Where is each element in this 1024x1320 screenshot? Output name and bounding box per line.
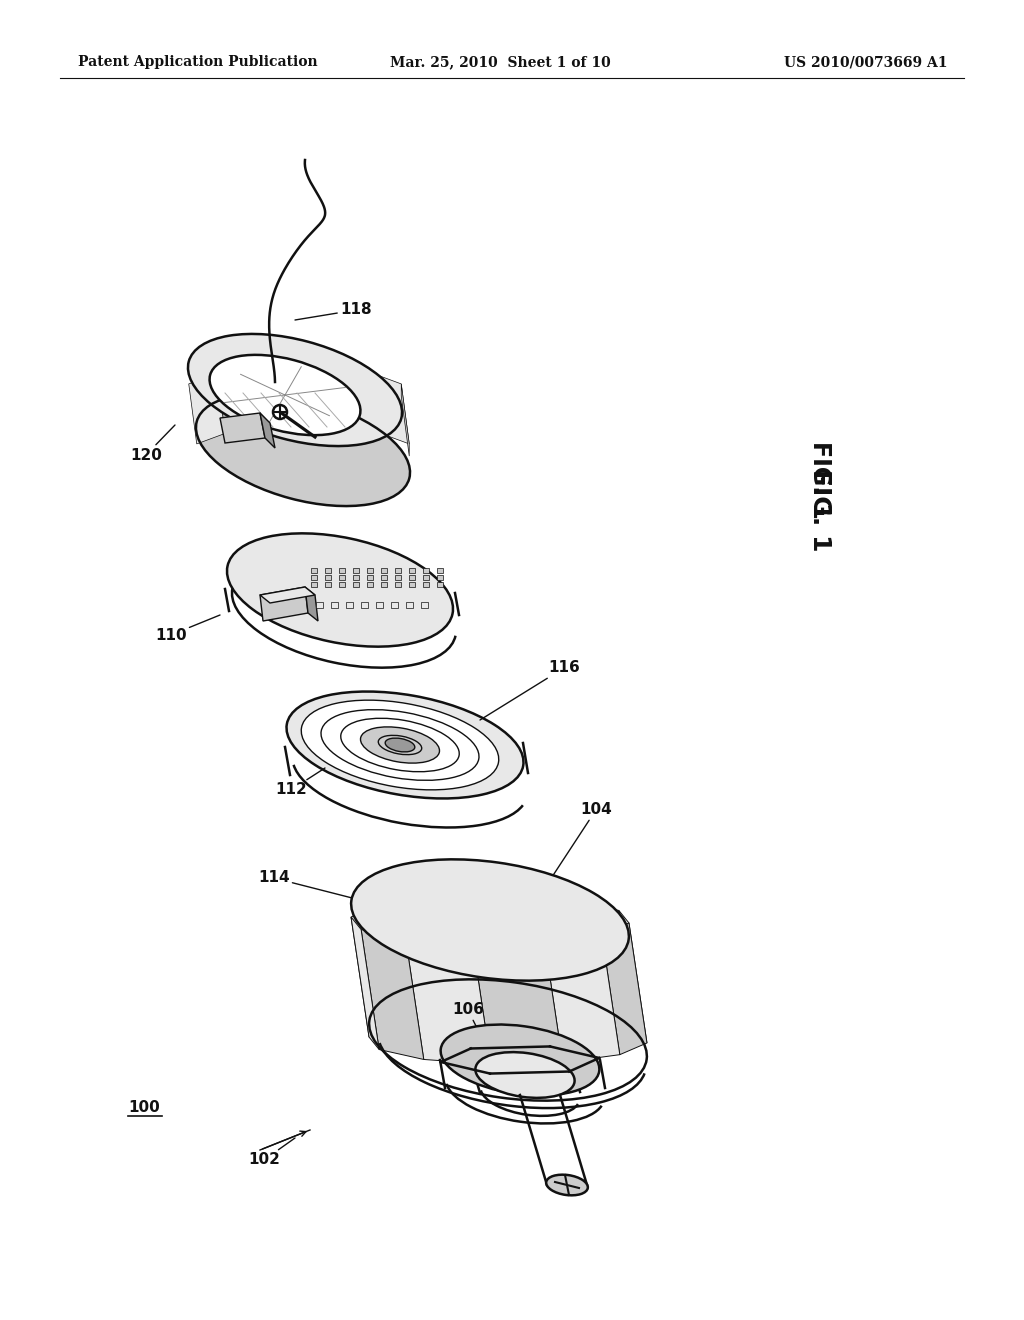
- Bar: [409, 576, 415, 579]
- Bar: [437, 568, 443, 573]
- Bar: [395, 568, 401, 573]
- Text: US 2010/0073669 A1: US 2010/0073669 A1: [784, 55, 948, 69]
- Bar: [325, 576, 331, 579]
- Bar: [437, 582, 443, 587]
- Bar: [311, 576, 317, 579]
- Polygon shape: [188, 374, 225, 444]
- Polygon shape: [220, 413, 265, 444]
- Bar: [381, 582, 387, 587]
- Polygon shape: [435, 896, 525, 1018]
- Bar: [346, 602, 353, 609]
- Text: 110: 110: [155, 615, 220, 643]
- Polygon shape: [260, 587, 315, 603]
- Text: FIG. 1: FIG. 1: [808, 441, 831, 519]
- Bar: [361, 602, 368, 609]
- Bar: [423, 568, 429, 573]
- Ellipse shape: [378, 735, 422, 755]
- Bar: [421, 602, 428, 609]
- Polygon shape: [401, 384, 410, 457]
- Bar: [311, 582, 317, 587]
- Text: 112: 112: [275, 768, 325, 797]
- Text: 114: 114: [258, 870, 360, 900]
- Bar: [339, 576, 345, 579]
- Text: 120: 120: [130, 425, 175, 462]
- Polygon shape: [545, 935, 620, 1063]
- Ellipse shape: [273, 405, 287, 418]
- Polygon shape: [507, 896, 592, 1020]
- Ellipse shape: [287, 692, 523, 799]
- Polygon shape: [351, 906, 396, 1038]
- Text: 106: 106: [452, 1002, 484, 1030]
- Ellipse shape: [210, 355, 360, 436]
- Bar: [437, 576, 443, 579]
- Bar: [376, 602, 383, 609]
- Polygon shape: [473, 942, 563, 1064]
- Polygon shape: [260, 413, 275, 447]
- Bar: [391, 602, 398, 609]
- Bar: [325, 582, 331, 587]
- Bar: [409, 568, 415, 573]
- Ellipse shape: [196, 393, 410, 506]
- Polygon shape: [305, 587, 318, 620]
- Bar: [423, 576, 429, 579]
- Bar: [367, 568, 373, 573]
- Bar: [367, 582, 373, 587]
- Bar: [406, 602, 413, 609]
- Polygon shape: [602, 923, 647, 1055]
- Bar: [353, 568, 359, 573]
- Ellipse shape: [341, 718, 459, 772]
- Text: 102: 102: [248, 1138, 295, 1167]
- Ellipse shape: [360, 727, 439, 763]
- Bar: [331, 602, 338, 609]
- Bar: [381, 568, 387, 573]
- Bar: [409, 582, 415, 587]
- Bar: [339, 582, 345, 587]
- Polygon shape: [260, 587, 308, 620]
- Text: 108: 108: [468, 1071, 500, 1085]
- Ellipse shape: [321, 710, 479, 780]
- Bar: [353, 582, 359, 587]
- Bar: [395, 582, 401, 587]
- Polygon shape: [406, 940, 490, 1064]
- Text: Patent Application Publication: Patent Application Publication: [78, 55, 317, 69]
- Polygon shape: [361, 929, 424, 1060]
- Ellipse shape: [301, 700, 499, 789]
- Polygon shape: [266, 367, 332, 428]
- Ellipse shape: [188, 334, 402, 446]
- Text: 116: 116: [480, 660, 580, 719]
- Polygon shape: [351, 917, 379, 1049]
- Ellipse shape: [385, 738, 415, 752]
- Polygon shape: [378, 898, 454, 1026]
- Ellipse shape: [227, 533, 453, 647]
- Bar: [311, 568, 317, 573]
- Polygon shape: [618, 911, 647, 1043]
- Text: 104: 104: [550, 803, 611, 880]
- Bar: [353, 576, 359, 579]
- Ellipse shape: [440, 1024, 599, 1096]
- Bar: [381, 576, 387, 579]
- Polygon shape: [217, 367, 274, 433]
- Bar: [325, 568, 331, 573]
- Ellipse shape: [351, 859, 629, 981]
- Polygon shape: [324, 367, 381, 433]
- Bar: [395, 576, 401, 579]
- Bar: [339, 568, 345, 573]
- Text: Mar. 25, 2010  Sheet 1 of 10: Mar. 25, 2010 Sheet 1 of 10: [390, 55, 610, 69]
- Polygon shape: [574, 900, 637, 1031]
- Ellipse shape: [546, 1175, 588, 1196]
- Bar: [367, 576, 373, 579]
- Text: 118: 118: [295, 302, 372, 319]
- Bar: [423, 582, 429, 587]
- Polygon shape: [373, 374, 410, 444]
- Text: FIG. 1: FIG. 1: [808, 469, 831, 552]
- Bar: [316, 602, 323, 609]
- Ellipse shape: [475, 1052, 574, 1098]
- Text: 100: 100: [128, 1101, 160, 1115]
